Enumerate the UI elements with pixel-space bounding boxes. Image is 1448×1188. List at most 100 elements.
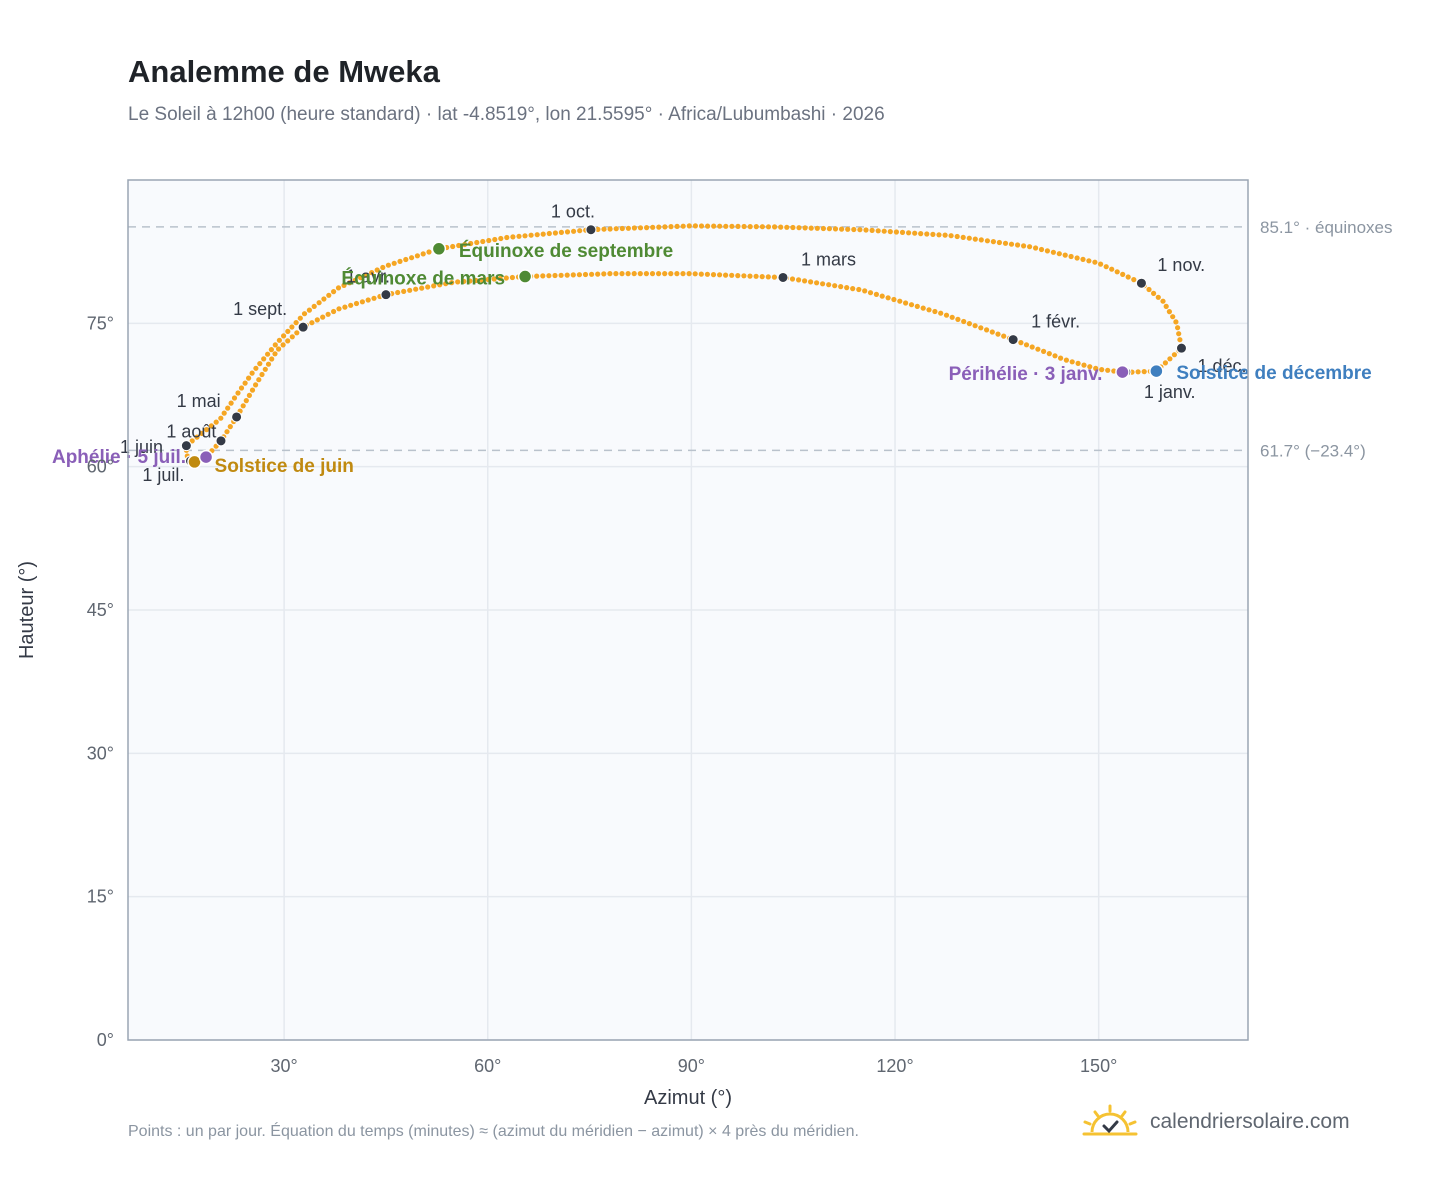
day-point [1008, 241, 1015, 247]
day-point [199, 430, 205, 436]
y-tick-label: 15° [87, 887, 114, 907]
day-point [747, 273, 753, 279]
day-point [1001, 333, 1007, 339]
day-point [246, 392, 252, 398]
day-point [425, 284, 431, 290]
day-point [674, 223, 680, 229]
event-marker [1115, 364, 1130, 380]
day-point [341, 282, 347, 288]
day-point [564, 229, 571, 235]
day-point [576, 272, 583, 278]
day-point [686, 223, 692, 229]
day-point [534, 273, 540, 279]
day-point [613, 226, 619, 232]
month-label: 1 avr. [346, 267, 390, 287]
reference-line-label: 85.1° · équinoxes [1260, 218, 1393, 237]
brand[interactable]: calendriersolaire.com [1082, 1104, 1350, 1140]
day-point [221, 410, 227, 416]
day-point [204, 427, 210, 433]
day-point [1087, 364, 1093, 370]
day-point [516, 233, 522, 239]
day-point [595, 271, 601, 277]
day-point [509, 274, 515, 281]
day-point [943, 312, 950, 318]
day-point [625, 271, 631, 277]
day-point [924, 231, 930, 237]
day-point [698, 223, 705, 229]
event-label: Solstice de juin [215, 456, 354, 477]
month-marker [1007, 334, 1019, 346]
day-point [558, 229, 565, 235]
chart-subtitle: Le Soleil à 12h00 (heure standard) · lat… [128, 104, 885, 125]
day-point [213, 419, 219, 425]
brand-name: calendriersolaire.com [1150, 1110, 1350, 1133]
day-point [942, 232, 948, 238]
footnote: Points : un par jour. Équation du temps … [128, 1123, 859, 1140]
day-point [397, 258, 403, 264]
day-point [644, 225, 650, 231]
reference-lines: 85.1° · équinoxes 61.7° (−23.4°) [128, 218, 1393, 460]
day-point [949, 314, 955, 320]
day-point [253, 365, 259, 371]
day-point [668, 271, 674, 277]
day-point [908, 302, 915, 308]
event-marker [431, 241, 447, 257]
day-point [249, 387, 256, 393]
day-point [461, 278, 467, 284]
month-label: 1 juin [120, 437, 163, 457]
day-point [374, 267, 380, 273]
day-point [534, 232, 540, 238]
day-point [311, 303, 317, 309]
event-markers: Équinoxe de mars Équinoxe de septembre Sol… [52, 240, 1372, 477]
day-point [420, 251, 426, 257]
day-point [686, 271, 692, 277]
day-point [1044, 248, 1050, 254]
day-point [301, 311, 308, 317]
day-point [1086, 258, 1092, 264]
day-point [850, 286, 856, 292]
day-point [844, 285, 850, 291]
day-point [289, 334, 295, 340]
day-point [1029, 344, 1035, 350]
day-point [1098, 261, 1104, 267]
day-point [625, 225, 632, 231]
day-point [391, 260, 397, 266]
day-point [504, 234, 510, 241]
day-point [814, 280, 820, 286]
day-point [741, 273, 747, 279]
day-point [966, 321, 973, 327]
day-point [1105, 367, 1111, 373]
day-point [960, 234, 966, 240]
y-tick-label: 75° [87, 313, 114, 333]
day-point [863, 227, 869, 233]
day-point [276, 337, 282, 343]
day-point [735, 223, 741, 229]
day-point [503, 275, 509, 281]
day-point [961, 318, 967, 325]
day-point [297, 315, 303, 321]
day-point [293, 320, 299, 326]
day-point [1002, 240, 1009, 246]
day-point [637, 225, 644, 231]
day-point [1163, 303, 1169, 309]
event-marker [198, 449, 214, 465]
day-point [938, 310, 944, 316]
day-point [401, 288, 407, 294]
day-point [1056, 251, 1062, 257]
day-point [426, 249, 432, 255]
day-point [589, 271, 595, 277]
day-point [413, 286, 419, 292]
day-point [784, 224, 790, 230]
day-point [820, 225, 827, 232]
y-tick-label: 30° [87, 743, 114, 763]
day-point [314, 317, 320, 323]
day-point [467, 278, 473, 284]
day-point [1058, 355, 1064, 361]
day-point [885, 295, 891, 301]
day-point [194, 434, 200, 440]
day-point [839, 226, 845, 232]
day-point [920, 305, 926, 311]
day-point [1109, 266, 1115, 272]
day-point [262, 366, 268, 372]
